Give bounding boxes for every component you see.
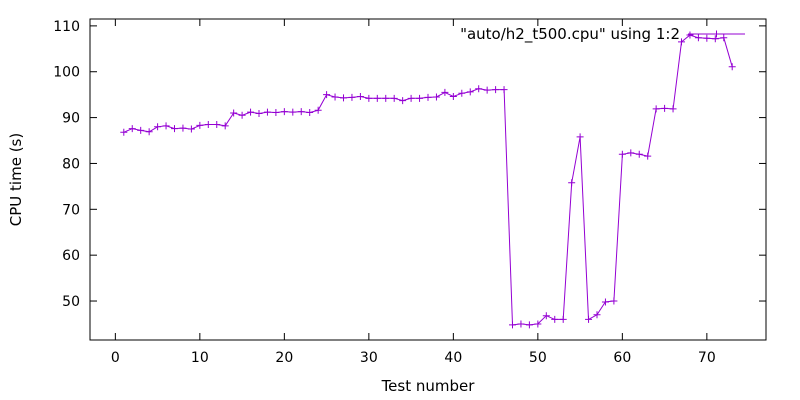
- series-line: [123, 34, 733, 326]
- data-point: [154, 123, 162, 131]
- data-point: [314, 106, 322, 114]
- data-point: [601, 298, 609, 306]
- data-point: [432, 93, 440, 101]
- data-point: [458, 89, 466, 97]
- x-tick-label: 0: [111, 350, 120, 366]
- legend-marker: [713, 30, 720, 38]
- y-tick-label: 80: [62, 156, 80, 172]
- data-point: [728, 63, 736, 71]
- y-tick-label: 90: [62, 111, 80, 127]
- data-point: [483, 86, 491, 94]
- x-tick-label: 60: [613, 350, 631, 366]
- data-point: [500, 86, 508, 94]
- data-point: [466, 88, 474, 96]
- data-point: [686, 31, 694, 39]
- y-tick-label: 100: [53, 65, 80, 81]
- data-point: [263, 108, 271, 116]
- data-point: [323, 91, 331, 99]
- data-point: [247, 108, 255, 116]
- data-point: [644, 152, 652, 160]
- series-layer: [120, 31, 736, 329]
- data-point: [618, 150, 626, 158]
- data-point: [365, 94, 373, 102]
- axis-ticks: [90, 19, 766, 340]
- data-point: [179, 124, 187, 132]
- x-axis-title: Test number: [381, 377, 476, 395]
- data-point: [187, 125, 195, 133]
- tick-labels: 0 10 20 30 40 50 60 70 50 60 70 80 90 100 110: [53, 19, 715, 366]
- data-point: [196, 121, 204, 129]
- data-point: [576, 133, 584, 141]
- plot-frame: [89, 18, 767, 341]
- data-point: [416, 94, 424, 102]
- legend-label: "auto/h2_t500.cpu" using 1:2: [460, 25, 680, 44]
- data-point: [551, 315, 559, 323]
- data-point: [272, 109, 280, 117]
- data-point: [542, 312, 550, 320]
- data-point: [652, 105, 660, 113]
- data-point: [441, 88, 449, 96]
- data-point: [390, 94, 398, 102]
- data-point: [297, 108, 305, 116]
- x-tick-label: 40: [444, 350, 462, 366]
- data-point: [720, 34, 728, 42]
- data-point: [610, 297, 618, 305]
- x-tick-label: 30: [360, 350, 378, 366]
- data-point: [492, 86, 500, 94]
- data-point: [289, 108, 297, 116]
- data-point: [204, 120, 212, 128]
- data-point: [348, 93, 356, 101]
- x-tick-label: 10: [191, 350, 209, 366]
- data-point: [306, 109, 314, 117]
- data-point: [238, 111, 246, 119]
- x-tick-label: 20: [275, 350, 293, 366]
- data-point: [703, 34, 711, 42]
- data-point: [509, 321, 516, 329]
- y-tick-label: 110: [53, 19, 80, 35]
- data-point: [568, 179, 576, 187]
- data-point: [517, 320, 525, 328]
- data-point: [559, 315, 567, 323]
- data-point: [711, 35, 719, 43]
- data-point: [669, 105, 677, 113]
- data-point: [145, 128, 153, 136]
- data-point: [128, 125, 136, 133]
- data-point: [449, 92, 457, 100]
- data-point: [399, 97, 407, 105]
- data-point: [221, 122, 229, 130]
- y-tick-label: 70: [62, 202, 80, 218]
- data-point: [213, 120, 221, 128]
- data-point: [661, 104, 669, 112]
- data-point: [373, 94, 381, 102]
- data-point: [694, 34, 702, 42]
- data-point: [407, 94, 415, 102]
- y-tick-label: 60: [62, 248, 80, 264]
- data-point: [525, 321, 533, 329]
- data-point: [635, 150, 643, 158]
- data-point: [120, 128, 128, 136]
- data-point: [255, 109, 263, 117]
- data-point: [230, 109, 238, 117]
- data-point: [627, 149, 635, 157]
- data-point: [137, 126, 145, 134]
- data-point: [534, 320, 542, 328]
- x-tick-label: 50: [529, 350, 547, 366]
- data-point: [593, 311, 601, 319]
- data-point: [356, 92, 364, 100]
- y-tick-label: 50: [62, 294, 80, 310]
- data-point: [280, 108, 288, 116]
- data-point: [171, 125, 178, 133]
- data-point: [678, 38, 685, 46]
- legend: "auto/h2_t500.cpu" using 1:2: [460, 25, 745, 44]
- data-point: [424, 93, 432, 101]
- data-point: [340, 94, 347, 102]
- data-point: [585, 315, 593, 323]
- data-point: [162, 122, 170, 130]
- x-tick-label: 70: [698, 350, 716, 366]
- y-axis-title: CPU time (s): [7, 133, 25, 226]
- data-point: [382, 94, 390, 102]
- data-point: [331, 93, 339, 101]
- data-point: [475, 85, 483, 93]
